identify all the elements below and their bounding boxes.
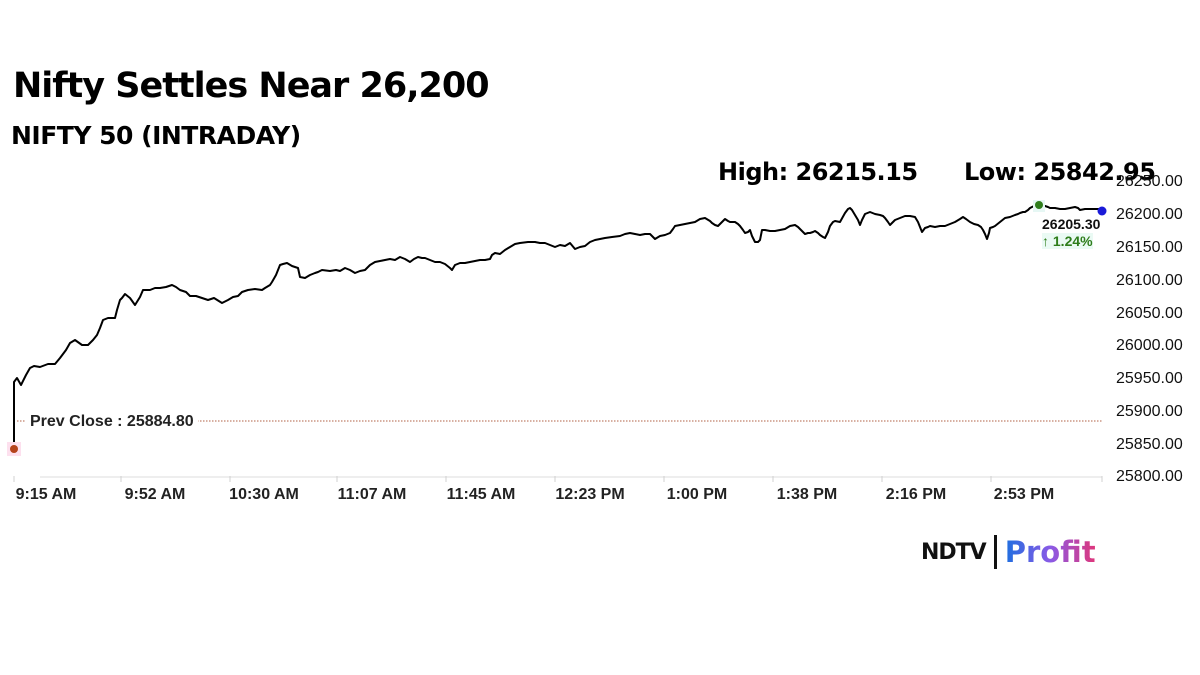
y-tick-25950: 25950.00 (1116, 370, 1183, 387)
x-tick-1223: 12:23 PM (555, 486, 625, 503)
low-value: Low: 25842.95 (964, 158, 1156, 186)
x-tick-1030: 10:30 AM (229, 486, 299, 503)
y-tick-26000: 26000.00 (1116, 337, 1183, 354)
y-tick-25800: 25800.00 (1116, 468, 1183, 485)
x-tick-1338: 1:38 PM (776, 486, 838, 503)
y-tick-26250: 26250.00 (1116, 173, 1183, 190)
page-title: Nifty Settles Near 26,200 (13, 66, 490, 106)
y-tick-26100: 26100.00 (1116, 272, 1183, 289)
x-tick-1416: 2:16 PM (885, 486, 947, 503)
x-axis-ticks (13, 476, 1103, 482)
ndtv-profit-logo: NDTV Profit (921, 534, 1096, 570)
open-marker[interactable] (10, 445, 18, 453)
x-tick-1453: 2:53 PM (993, 486, 1055, 503)
last-price-label: 26205.30 (1042, 216, 1101, 232)
x-tick-1107: 11:07 AM (337, 486, 407, 503)
chart-subtitle: NIFTY 50 (INTRADAY) (11, 121, 301, 150)
profit-wordmark: Profit (1004, 535, 1096, 569)
change-percent-badge: ↑ 1.24% (1042, 233, 1093, 249)
y-tick-26200: 26200.00 (1116, 206, 1183, 223)
high-value: High: 26215.15 (718, 158, 918, 186)
x-tick-1300: 1:00 PM (666, 486, 728, 503)
high-marker[interactable] (1035, 201, 1043, 209)
y-tick-25900: 25900.00 (1116, 403, 1183, 420)
y-tick-25850: 25850.00 (1116, 436, 1183, 453)
prev-close-label: Prev Close : 25884.80 (26, 413, 198, 431)
price-line (13, 204, 1102, 449)
x-tick-0952: 9:52 AM (124, 486, 186, 503)
x-tick-1145: 11:45 AM (446, 486, 516, 503)
ndtv-wordmark: NDTV (921, 539, 987, 565)
y-tick-26150: 26150.00 (1116, 239, 1183, 256)
x-tick-0915: 9:15 AM (15, 486, 77, 503)
y-tick-26050: 26050.00 (1116, 305, 1183, 322)
last-price-marker[interactable] (1097, 206, 1107, 216)
logo-divider (993, 535, 997, 569)
